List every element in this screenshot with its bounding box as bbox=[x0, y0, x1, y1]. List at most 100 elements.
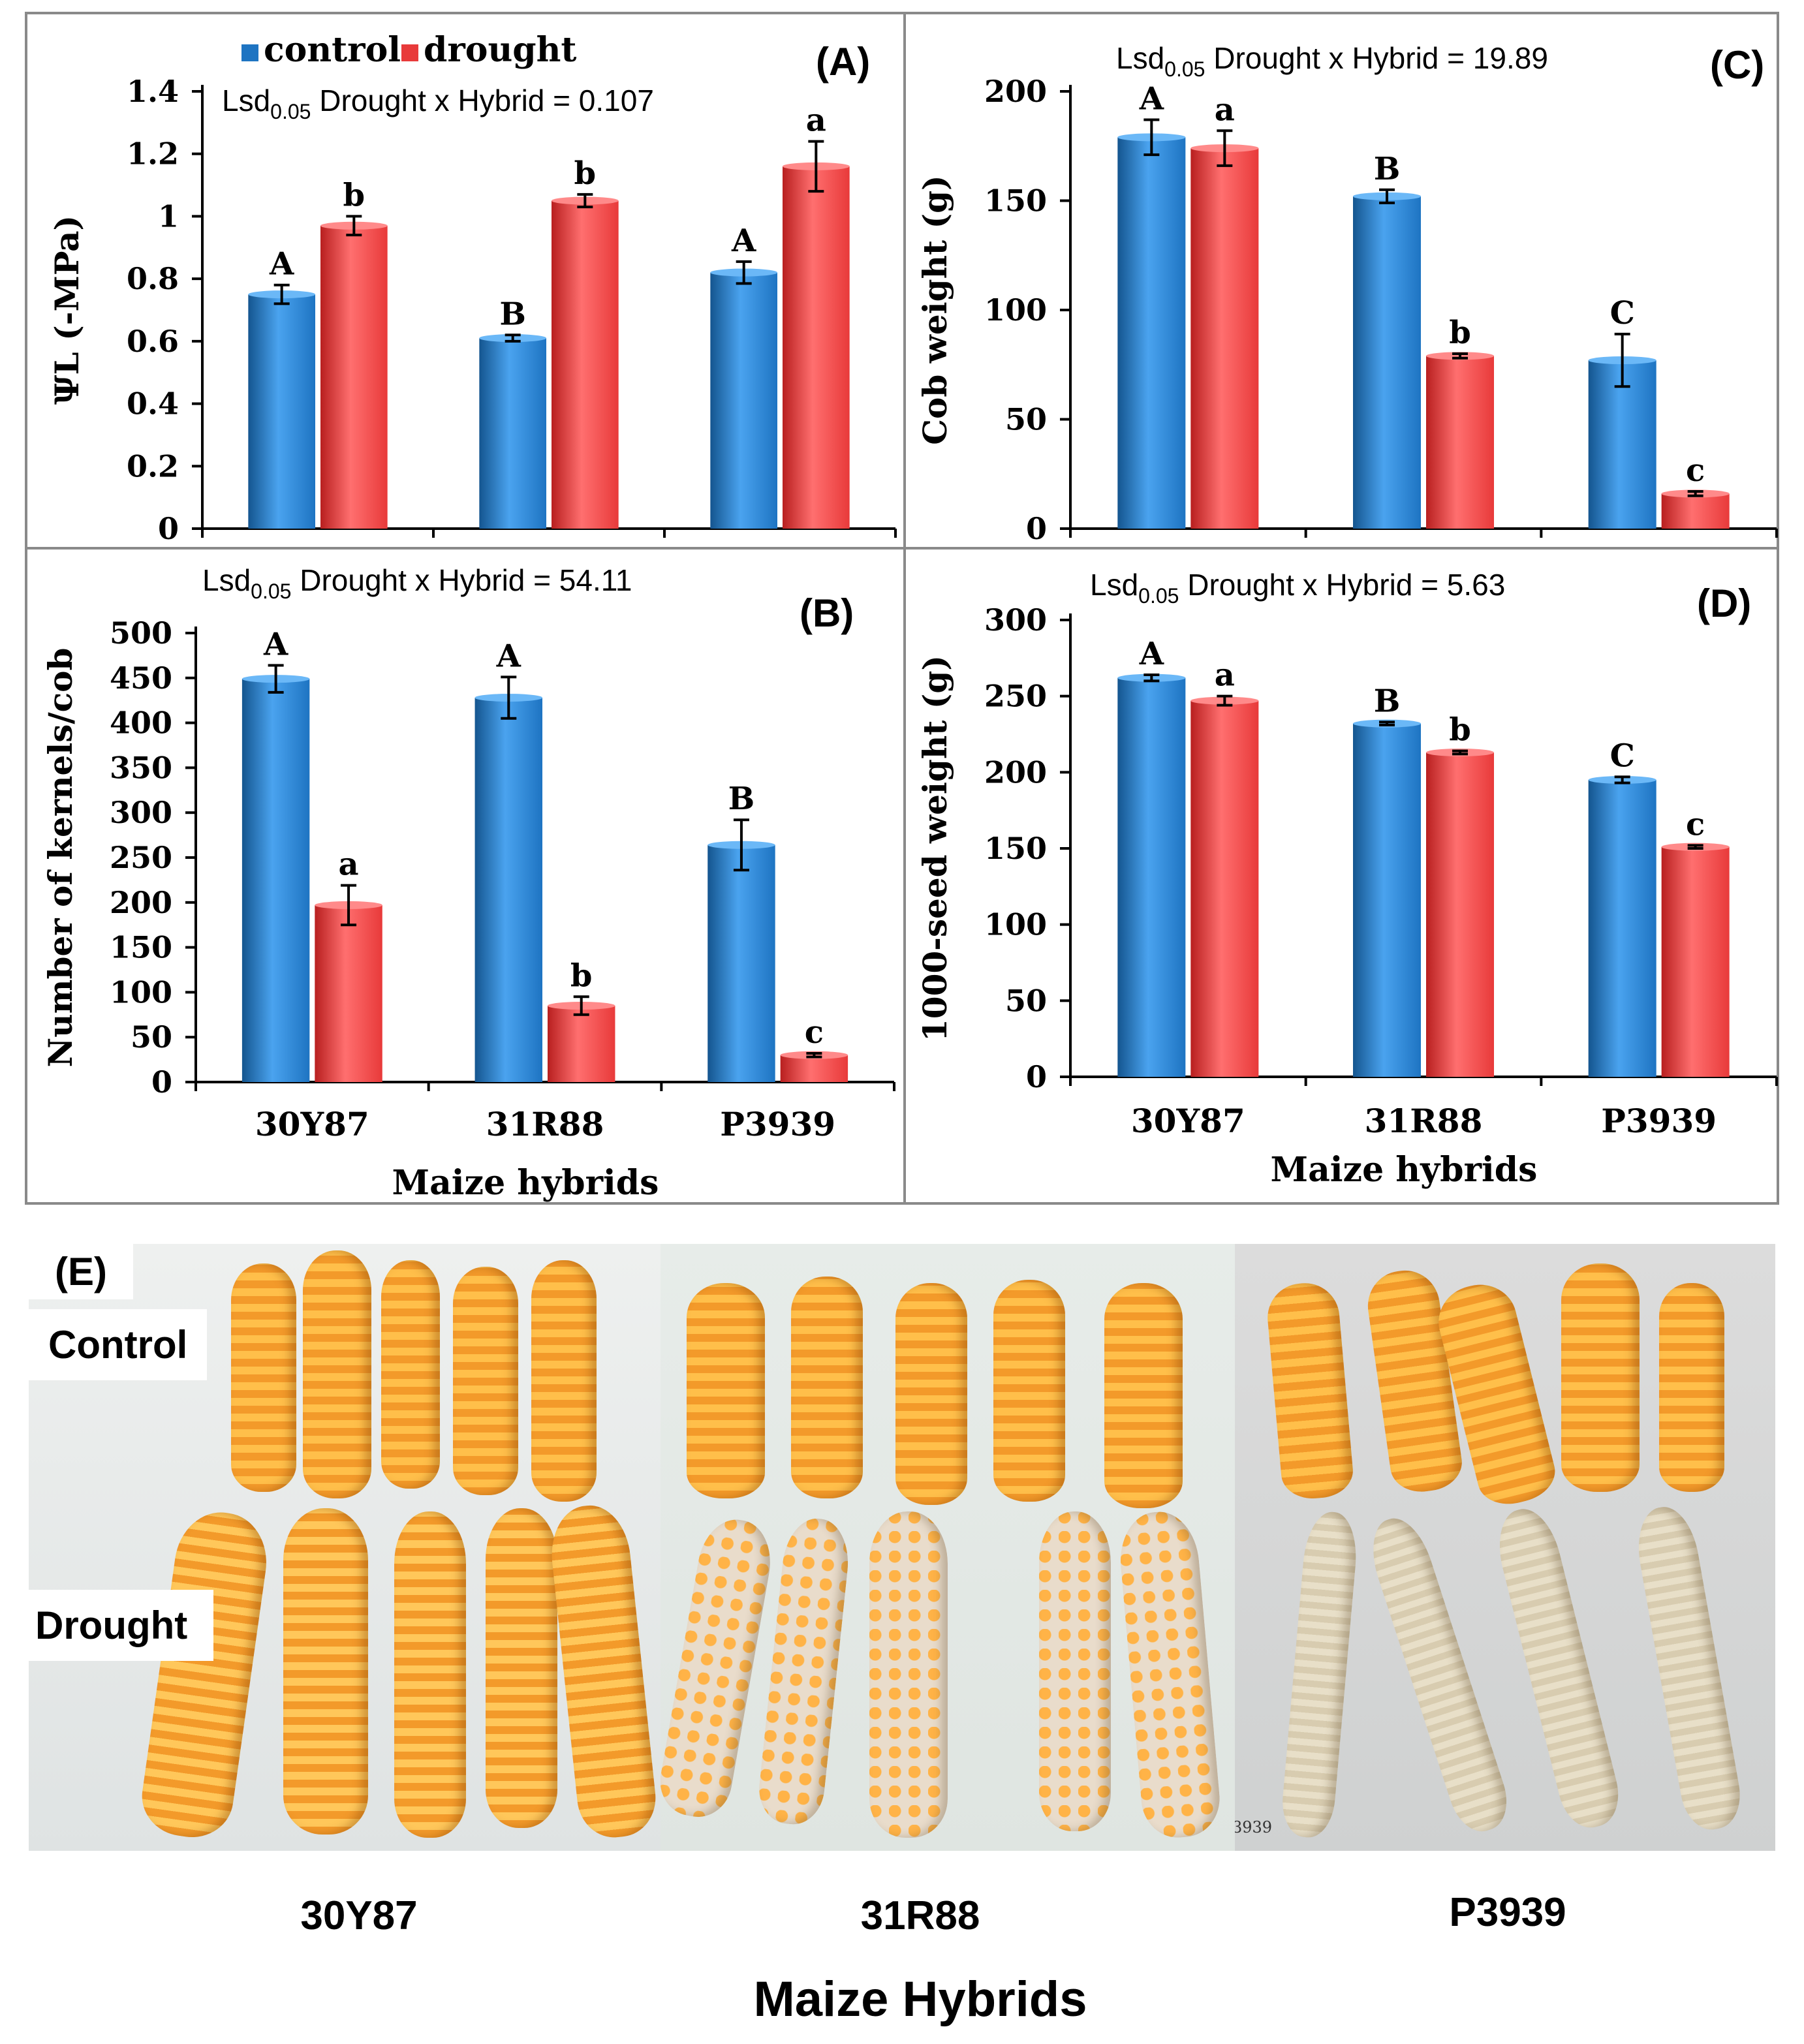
significance-letter: c bbox=[1686, 452, 1705, 489]
lsd-annotation: Lsd0.05 Drought x Hybrid = 5.63 bbox=[1090, 568, 1505, 608]
legend-swatch-drought bbox=[401, 44, 418, 61]
bar-control-31R88 bbox=[1353, 196, 1421, 529]
legend-label-drought: drought bbox=[424, 30, 576, 70]
significance-letter: c bbox=[1686, 806, 1705, 843]
y-tick-label: 0 bbox=[158, 511, 179, 546]
significance-letter: A bbox=[1139, 81, 1164, 117]
y-tick-label: 250 bbox=[984, 679, 1047, 714]
y-axis-label: Number of kernels/cob bbox=[41, 648, 80, 1068]
photo-hybrid-label-2: 31R88 bbox=[860, 1893, 980, 1938]
y-tick-label: 0 bbox=[1026, 511, 1047, 546]
bar-drought-31R88 bbox=[1426, 356, 1494, 529]
bar-drought-P3939 bbox=[1661, 493, 1730, 529]
y-tick-label: 50 bbox=[131, 1019, 172, 1055]
y-tick-label: 1.2 bbox=[127, 136, 179, 172]
panel-label: (A) bbox=[816, 40, 870, 84]
significance-letter: c bbox=[805, 1014, 824, 1051]
chart-panel-2: 0 50 100 150 200 250 300 350 400 450 500 Number of … bbox=[41, 563, 895, 1203]
significance-letter: b bbox=[574, 155, 597, 192]
bar-drought-31R88 bbox=[548, 1006, 615, 1082]
x-tick-label: P3939 bbox=[1601, 1102, 1717, 1140]
bar-drought-31R88 bbox=[1426, 752, 1494, 1077]
y-tick-label: 1.4 bbox=[127, 74, 179, 109]
significance-letter: A bbox=[1139, 636, 1164, 672]
photo-panel-e: 3939 (E) Control Drought bbox=[29, 1244, 1775, 1851]
significance-letter: b bbox=[343, 177, 365, 213]
y-tick-label: 0 bbox=[1026, 1059, 1047, 1094]
bar-control-30Y87 bbox=[1117, 677, 1186, 1077]
panel-e-label: (E) bbox=[29, 1244, 133, 1299]
bar-drought-P3939 bbox=[780, 1055, 848, 1082]
chart-panel-3: 0 50 100 150 200 250 300 1000-seed weight (g) Aa… bbox=[916, 568, 1778, 1190]
y-tick-label: 0.4 bbox=[127, 386, 179, 422]
lsd-annotation: Lsd0.05 Drought x Hybrid = 19.89 bbox=[1116, 41, 1548, 81]
y-tick-label: 300 bbox=[984, 602, 1047, 638]
x-axis-label: Maize hybrids bbox=[392, 1163, 659, 1203]
lsd-annotation: Lsd0.05 Drought x Hybrid = 54.11 bbox=[202, 563, 632, 603]
x-tick-label: P3939 bbox=[720, 1105, 835, 1143]
significance-letter: B bbox=[728, 781, 755, 817]
y-tick-label: 50 bbox=[1005, 402, 1047, 437]
y-tick-label: 100 bbox=[984, 907, 1047, 942]
significance-letter: a bbox=[806, 102, 826, 139]
y-tick-label: 1 bbox=[158, 198, 179, 234]
y-axis-label: 1000-seed weight (g) bbox=[916, 655, 954, 1042]
legend: control drought bbox=[241, 30, 576, 70]
chart-panel-1: 0 50 100 150 200 Cob weight (g) A a Bb Cc (C) Lsd0.… bbox=[916, 41, 1778, 546]
chart-figure: 0 0.2 0.4 0.6 0.8 1 1.2 1.4 ΨL (-MPa) Ab Bb Aa (A) Ls… bbox=[25, 12, 1779, 1205]
y-tick-label: 250 bbox=[110, 840, 172, 875]
bar-control-30Y87 bbox=[241, 679, 310, 1082]
photo-hybrid-label-1: 30Y87 bbox=[300, 1893, 418, 1938]
x-tick-label: 31R88 bbox=[1365, 1102, 1483, 1140]
photo-xlabel: Maize Hybrids bbox=[753, 1972, 1087, 2027]
y-axis-label: Cob weight (g) bbox=[916, 175, 954, 444]
y-tick-label: 400 bbox=[110, 705, 172, 741]
y-tick-label: 200 bbox=[984, 74, 1047, 109]
y-tick-label: 100 bbox=[110, 974, 172, 1010]
bar-drought-30Y87 bbox=[1190, 700, 1259, 1077]
significance-letter: A bbox=[731, 223, 756, 259]
legend-label-control: control bbox=[264, 30, 401, 70]
bar-drought-P3939 bbox=[1661, 846, 1730, 1077]
photo-hybrid-label-3: P3939 bbox=[1449, 1890, 1566, 1935]
y-tick-label: 0.2 bbox=[127, 448, 179, 484]
bar-control-30Y87 bbox=[1117, 137, 1186, 529]
bar-drought-31R88 bbox=[552, 200, 619, 529]
significance-letter: B bbox=[1374, 683, 1401, 719]
x-tick-label: 30Y87 bbox=[255, 1105, 369, 1143]
legend-swatch-control bbox=[241, 44, 258, 61]
bar-control-31R88 bbox=[474, 698, 542, 1082]
y-tick-label: 450 bbox=[110, 660, 172, 696]
significance-letter: a bbox=[1215, 91, 1235, 128]
significance-letter: b bbox=[1449, 315, 1471, 351]
y-tick-label: 350 bbox=[110, 750, 172, 785]
y-tick-label: 500 bbox=[110, 615, 172, 651]
significance-letter: a bbox=[1215, 657, 1235, 694]
bar-control-30Y87 bbox=[248, 294, 315, 529]
y-tick-label: 150 bbox=[984, 183, 1047, 219]
significance-letter: b bbox=[1449, 712, 1471, 749]
y-tick-label: 100 bbox=[984, 292, 1047, 328]
significance-letter: C bbox=[1610, 295, 1635, 332]
y-axis-label: ΨL (-MPa) bbox=[48, 215, 86, 405]
lsd-annotation: Lsd0.05 Drought x Hybrid = 0.107 bbox=[222, 84, 654, 123]
bar-drought-30Y87 bbox=[1190, 148, 1259, 529]
significance-letter: A bbox=[269, 246, 294, 283]
significance-letter: A bbox=[496, 638, 521, 674]
significance-letter: a bbox=[338, 846, 358, 883]
bar-control-P3939 bbox=[710, 272, 777, 529]
significance-letter: b bbox=[570, 957, 593, 994]
y-tick-label: 200 bbox=[110, 885, 172, 920]
significance-letter: B bbox=[1374, 151, 1401, 187]
photo-31r88 bbox=[661, 1244, 1235, 1851]
x-axis-label: Maize hybrids bbox=[1271, 1150, 1538, 1190]
significance-letter: A bbox=[263, 627, 288, 663]
y-tick-label: 0.6 bbox=[127, 324, 179, 359]
bar-control-P3939 bbox=[1588, 360, 1656, 529]
x-tick-label: 31R88 bbox=[486, 1105, 604, 1143]
panel-label: (D) bbox=[1697, 581, 1751, 625]
control-label: Control bbox=[29, 1309, 208, 1380]
bar-control-31R88 bbox=[1353, 723, 1421, 1077]
y-tick-label: 300 bbox=[110, 795, 172, 830]
x-tick-label: 30Y87 bbox=[1131, 1102, 1245, 1140]
